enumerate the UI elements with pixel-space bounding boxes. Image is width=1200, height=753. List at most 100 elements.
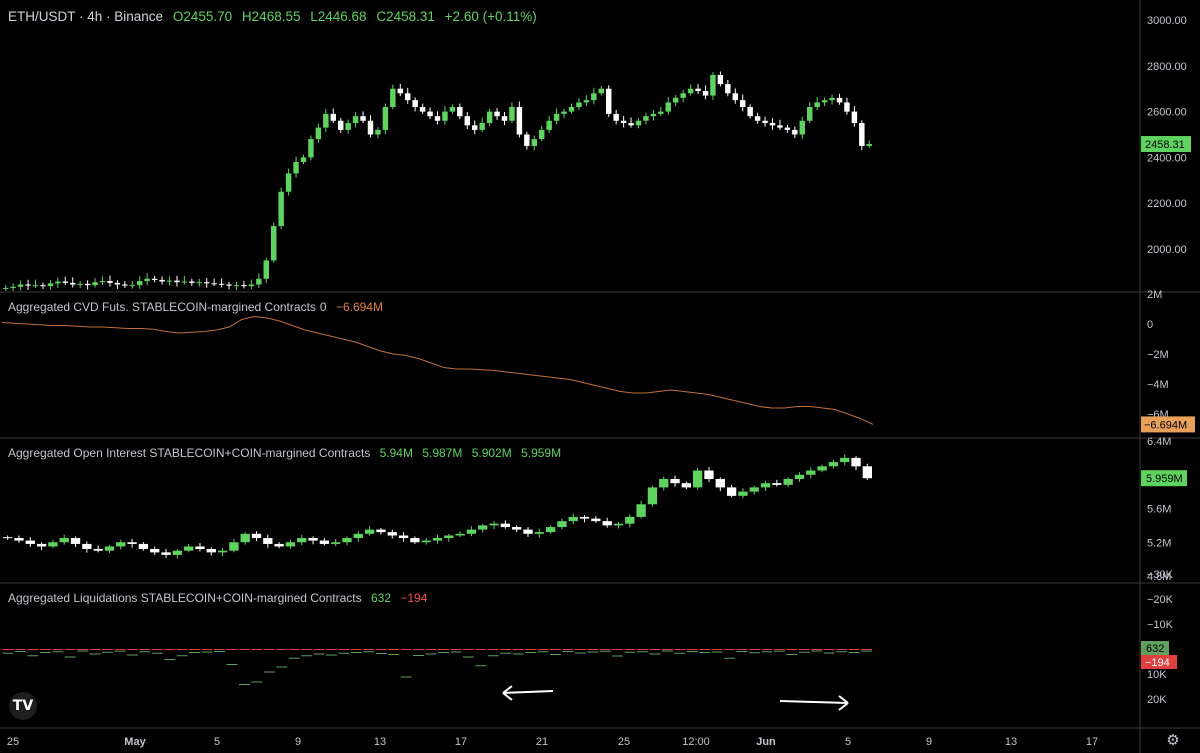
oi-candle[interactable] bbox=[772, 483, 782, 485]
oi-candle[interactable] bbox=[229, 542, 239, 551]
price-candle[interactable] bbox=[747, 107, 753, 117]
oi-candle[interactable] bbox=[70, 538, 81, 544]
liq-short-bar[interactable] bbox=[462, 649, 474, 650]
price-candle[interactable] bbox=[613, 113, 619, 121]
price-candle[interactable] bbox=[710, 74, 716, 96]
price-candle[interactable] bbox=[501, 116, 508, 121]
liq-short-bar[interactable] bbox=[661, 649, 673, 650]
price-candle[interactable] bbox=[293, 161, 299, 174]
oi-candle[interactable] bbox=[36, 543, 47, 547]
price-candle[interactable] bbox=[591, 93, 597, 101]
price-candle[interactable] bbox=[278, 191, 284, 227]
liq-long-bar[interactable] bbox=[338, 652, 350, 654]
oi-candle[interactable] bbox=[183, 546, 194, 551]
oi-candle[interactable] bbox=[794, 474, 805, 479]
oi-candle[interactable] bbox=[82, 543, 92, 549]
price-candle[interactable] bbox=[62, 281, 68, 283]
price-candle[interactable] bbox=[315, 127, 322, 140]
price-candle[interactable] bbox=[740, 100, 746, 108]
liq-short-bar[interactable] bbox=[326, 649, 337, 650]
price-candle[interactable] bbox=[271, 226, 277, 261]
liq-long-bar[interactable] bbox=[400, 676, 412, 678]
liq-long-bar[interactable] bbox=[102, 651, 113, 653]
liq-short-bar[interactable] bbox=[749, 649, 761, 650]
liq-long-bar[interactable] bbox=[861, 650, 872, 652]
price-candle[interactable] bbox=[665, 102, 671, 112]
price-candle[interactable] bbox=[702, 90, 709, 96]
price-candle[interactable] bbox=[784, 127, 791, 130]
price-candle[interactable] bbox=[807, 107, 813, 121]
price-candle[interactable] bbox=[687, 88, 694, 94]
liq-short-bar[interactable] bbox=[761, 649, 773, 650]
oi-candle[interactable] bbox=[150, 549, 160, 553]
oi-candle[interactable] bbox=[579, 516, 590, 519]
oi-candle[interactable] bbox=[760, 483, 771, 488]
liq-short-bar[interactable] bbox=[139, 649, 151, 650]
liq-long-bar[interactable] bbox=[288, 657, 300, 659]
liq-short-bar[interactable] bbox=[711, 649, 723, 650]
price-candle[interactable] bbox=[25, 284, 31, 286]
liq-long-bar[interactable] bbox=[562, 651, 574, 652]
price-candle[interactable] bbox=[10, 286, 16, 288]
oi-candle[interactable] bbox=[806, 470, 816, 475]
price-candle[interactable] bbox=[189, 281, 195, 283]
liq-short-bar[interactable] bbox=[201, 649, 213, 650]
oi-candle[interactable] bbox=[591, 518, 601, 522]
liq-short-bar[interactable] bbox=[27, 649, 39, 650]
oi-candle[interactable] bbox=[331, 542, 341, 544]
price-candle[interactable] bbox=[382, 107, 389, 130]
liq-short-bar[interactable] bbox=[363, 649, 375, 650]
liq-long-bar[interactable] bbox=[14, 651, 26, 652]
price-candle[interactable] bbox=[77, 283, 83, 285]
liq-short-bar[interactable] bbox=[276, 649, 288, 650]
liq-short-bar[interactable] bbox=[450, 649, 462, 650]
liq-short-bar[interactable] bbox=[151, 649, 163, 650]
price-candle[interactable] bbox=[263, 260, 269, 279]
liq-short-bar[interactable] bbox=[251, 649, 263, 650]
price-candle[interactable] bbox=[769, 123, 776, 126]
symbol-title[interactable]: ETH/USDT · 4h · Binance bbox=[8, 9, 164, 24]
liq-long-bar[interactable] bbox=[624, 651, 636, 653]
price-candle[interactable] bbox=[725, 84, 731, 94]
oi-candle[interactable] bbox=[48, 542, 58, 547]
price-candle[interactable] bbox=[650, 113, 657, 117]
cvd-pane[interactable] bbox=[1, 315, 874, 425]
price-candle[interactable] bbox=[762, 120, 768, 124]
liq-short-bar[interactable] bbox=[164, 649, 176, 650]
liq-long-bar[interactable] bbox=[126, 654, 138, 656]
oi-candle[interactable] bbox=[116, 542, 126, 547]
oi-candle[interactable] bbox=[251, 533, 262, 539]
liq-long-bar[interactable] bbox=[761, 651, 773, 653]
price-candle[interactable] bbox=[107, 281, 113, 283]
liq-short-bar[interactable] bbox=[549, 649, 561, 650]
liq-short-bar[interactable] bbox=[686, 649, 698, 650]
price-candle[interactable] bbox=[606, 88, 612, 114]
liq-short-bar[interactable] bbox=[773, 649, 785, 650]
oi-candle[interactable] bbox=[274, 543, 284, 547]
liq-long-bar[interactable] bbox=[811, 650, 823, 652]
price-candle[interactable] bbox=[330, 113, 336, 121]
oi-candle[interactable] bbox=[421, 540, 431, 543]
price-candle[interactable] bbox=[851, 111, 858, 124]
oi-candle[interactable] bbox=[161, 552, 171, 555]
price-candle[interactable] bbox=[598, 88, 604, 94]
oi-candle[interactable] bbox=[817, 466, 827, 471]
liq-long-bar[interactable] bbox=[151, 652, 163, 654]
price-candle[interactable] bbox=[546, 120, 552, 130]
price-candle[interactable] bbox=[472, 125, 478, 130]
liq-long-bar[interactable] bbox=[388, 654, 400, 655]
liq-short-bar[interactable] bbox=[176, 649, 188, 650]
time-axis[interactable]: 25 May 5 9 13 17 21 25 12:00 Jun 5 9 13 17 bbox=[7, 736, 1098, 748]
liq-short-bar[interactable] bbox=[811, 649, 823, 650]
price-candle[interactable] bbox=[531, 139, 537, 146]
liq-long-bar[interactable] bbox=[661, 650, 673, 652]
oi-candle[interactable] bbox=[364, 529, 375, 534]
price-candle[interactable] bbox=[859, 123, 865, 146]
oi-candle[interactable] bbox=[851, 457, 861, 467]
oi-candle[interactable] bbox=[704, 470, 714, 479]
liq-long-bar[interactable] bbox=[189, 652, 201, 653]
liq-long-bar[interactable] bbox=[214, 651, 225, 652]
liq-long-bar[interactable] bbox=[114, 650, 126, 652]
liq-short-bar[interactable] bbox=[637, 649, 649, 650]
liq-short-bar[interactable] bbox=[724, 649, 736, 650]
